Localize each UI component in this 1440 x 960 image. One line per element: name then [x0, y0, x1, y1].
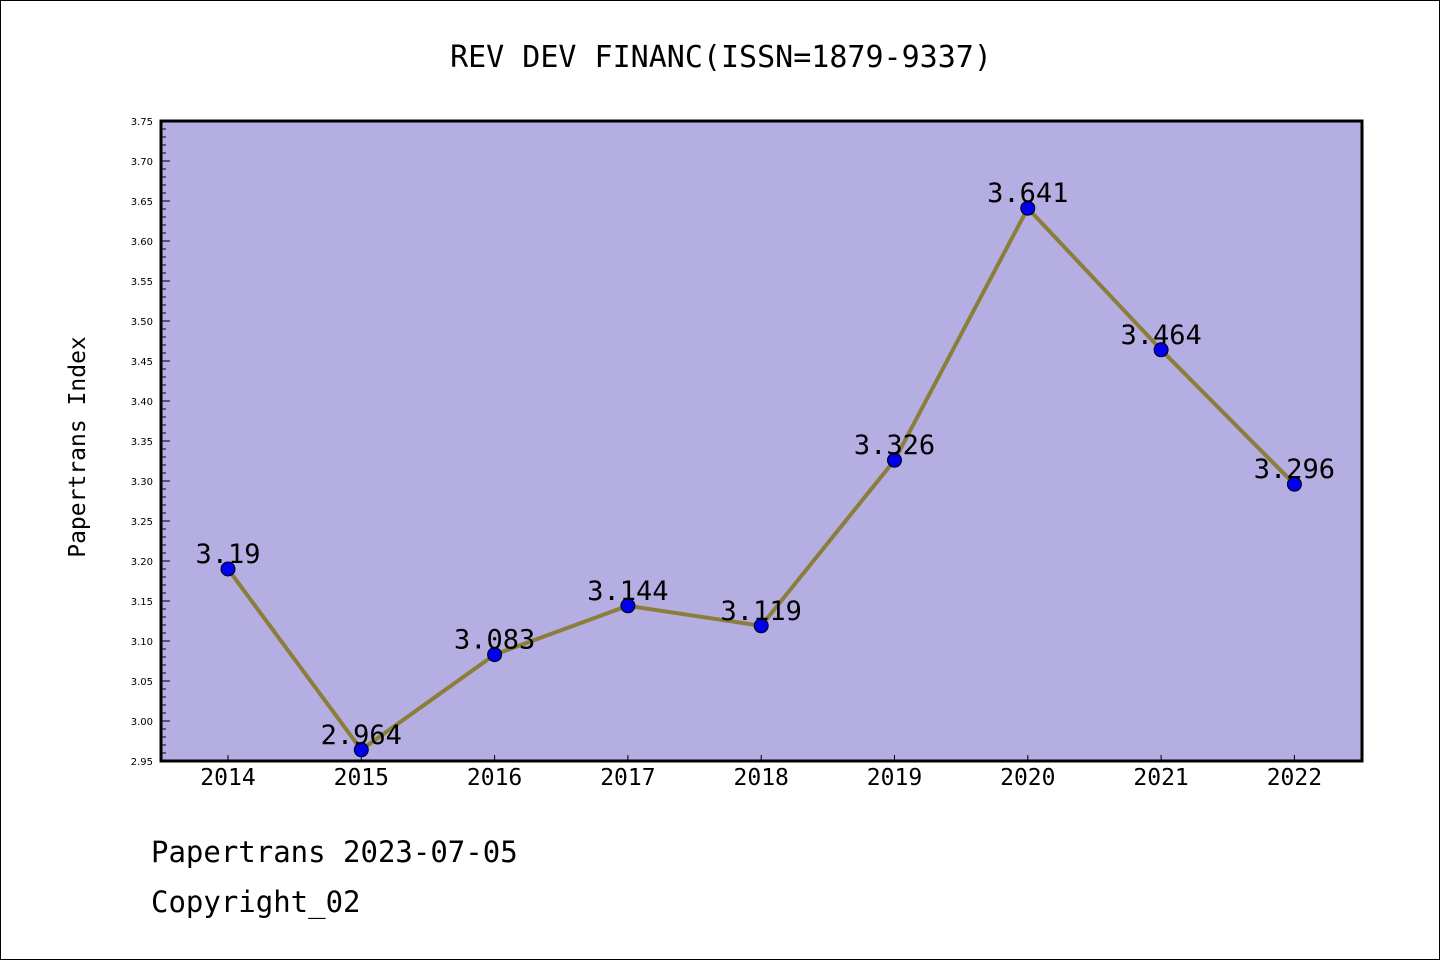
y-tick-label: 3.60 [131, 237, 153, 248]
y-tick-label: 3.40 [131, 397, 153, 408]
y-tick-label: 3.75 [131, 117, 153, 128]
x-tick-label: 2015 [334, 765, 389, 791]
y-axis-ticks: 2.95 3.00 3.05 3.10 3.15 3.20 3.25 3.30 3.35 3.40… [131, 117, 170, 768]
x-tick-label: 2016 [467, 765, 522, 791]
x-axis-ticks: 2014 2015 2016 2017 2018 2019 2020 2021 2022 [200, 755, 1322, 791]
y-tick-label: 3.00 [131, 717, 153, 728]
y-tick-label: 3.50 [131, 317, 153, 328]
data-point-marker [1020, 200, 1036, 216]
data-point-marker [220, 561, 236, 577]
x-tick-label: 2020 [1000, 765, 1055, 791]
data-point-marker [353, 742, 369, 758]
data-value-label: 3.296 [1254, 454, 1335, 485]
data-value-label: 3.19 [195, 539, 260, 570]
footer-copyright: Copyright_02 [151, 885, 361, 919]
y-tick-label: 3.30 [131, 477, 153, 488]
data-point-marker [1153, 342, 1169, 358]
y-tick-label: 3.70 [131, 157, 153, 168]
data-value-label: 3.119 [721, 596, 802, 627]
data-point-marker [1286, 476, 1302, 492]
y-tick-label: 3.20 [131, 557, 153, 568]
data-point-marker [753, 618, 769, 634]
x-tick-label: 2022 [1267, 765, 1322, 791]
data-labels-group: 3.19 2.964 3.083 3.144 3.119 3.326 3.641 3.464 3… [195, 178, 1335, 751]
y-tick-label: 3.65 [131, 197, 153, 208]
x-tick-label: 2021 [1133, 765, 1188, 791]
y-tick-label: 2.95 [131, 757, 153, 768]
x-tick-label: 2014 [200, 765, 255, 791]
data-point-marker [887, 452, 902, 468]
data-value-label: 3.464 [1120, 320, 1201, 351]
data-value-label: 2.964 [321, 720, 402, 751]
data-value-label: 3.144 [587, 576, 668, 607]
y-tick-label: 3.45 [131, 357, 153, 368]
y-tick-label: 3.05 [131, 677, 153, 688]
y-axis-label: Papertrans Index [65, 336, 91, 558]
data-value-label: 3.083 [454, 625, 535, 656]
y-tick-label: 3.15 [131, 597, 153, 608]
y-tick-label: 3.55 [131, 277, 153, 288]
y-tick-label: 3.10 [131, 637, 153, 648]
x-tick-label: 2019 [867, 765, 922, 791]
chart-title: REV DEV FINANC(ISSN=1879-9337) [450, 40, 992, 75]
data-point-marker [620, 598, 636, 614]
y-tick-label: 3.35 [131, 437, 153, 448]
footer-date: Papertrans 2023-07-05 [151, 835, 518, 869]
x-tick-label: 2018 [734, 765, 789, 791]
plot-area [159, 119, 1364, 763]
y-tick-label: 3.25 [131, 517, 153, 528]
series-markers-group [220, 200, 1302, 758]
data-point-marker [487, 647, 503, 663]
data-value-label: 3.326 [854, 430, 935, 461]
data-value-label: 3.641 [987, 178, 1068, 209]
x-tick-label: 2017 [600, 765, 655, 791]
